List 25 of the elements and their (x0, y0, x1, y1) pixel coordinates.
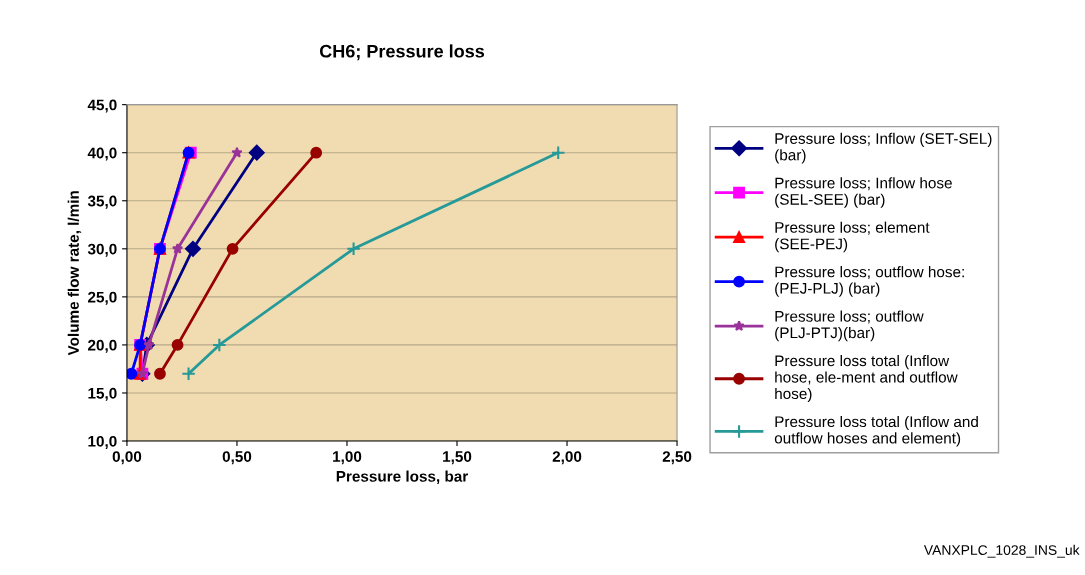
y-tick-label: 25,0 (88, 291, 117, 305)
y-tick-label: 15,0 (88, 387, 117, 401)
y-tick-label: 45,0 (87, 99, 117, 113)
x-tick-label: 2,50 (662, 451, 692, 465)
chart-title: CH6; Pressure loss (319, 44, 485, 61)
y-tick-label: 30,0 (87, 243, 117, 257)
legend-label: Pressure loss total (Inflow hose, ele-ment and outflow hose) (775, 354, 958, 403)
x-tick-label: 0,50 (222, 451, 252, 465)
x-tick-label: 2,00 (552, 451, 582, 465)
y-axis-title: Volume flow rate, l/min (67, 191, 82, 356)
y-tick-label: 10,0 (88, 435, 117, 449)
legend-label: Pressure loss; Inflow hose (SEL-SEE) (bar) (775, 177, 952, 208)
x-tick-label: 1,50 (443, 451, 472, 465)
y-tick-label: 40,0 (87, 147, 117, 161)
legend-label: Pressure loss total (Inflow and outflow hoses and element) (774, 415, 978, 447)
y-tick-label: 20,0 (88, 339, 117, 353)
y-tick-label: 35,0 (87, 195, 117, 209)
legend-label: Pressure loss; Inflow (SET-SEL) (bar) (775, 132, 992, 164)
x-tick-label: 1,00 (333, 451, 362, 465)
x-tick-label: 0,00 (112, 451, 142, 465)
legend-label: Pressure loss; outflow (PLJ-PTJ)(bar) (775, 310, 924, 342)
text: VANXPLC_1028_INS_uk (923, 544, 1080, 558)
legend-label: Pressure loss; outflow hose: (PEJ-PLJ) (bar) (775, 266, 964, 297)
x-axis-title: Pressure loss, bar (336, 470, 469, 484)
legend-label: Pressure loss; element (SEE-PEJ) (775, 221, 930, 253)
